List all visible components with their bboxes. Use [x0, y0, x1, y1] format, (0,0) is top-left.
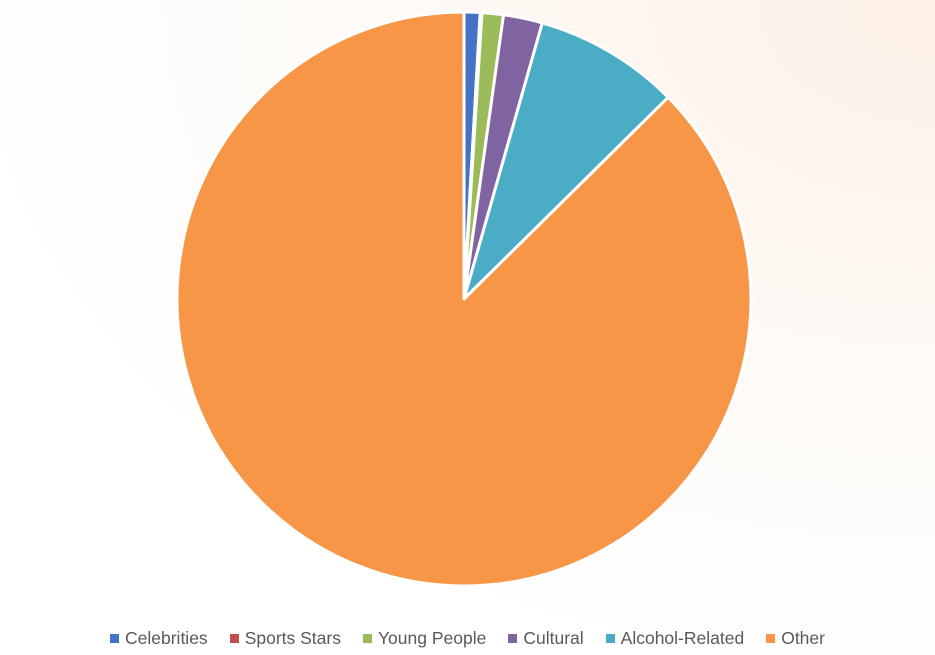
legend-swatch — [229, 633, 239, 643]
legend-swatch — [766, 633, 776, 643]
legend-swatch — [605, 633, 615, 643]
legend-label: Other — [781, 627, 825, 648]
pie-chart — [175, 10, 753, 588]
legend-swatch — [110, 633, 119, 643]
legend-item-sports-stars: Sports Stars — [229, 627, 341, 649]
legend-item-cultural: Cultural — [508, 627, 584, 649]
legend-swatch — [362, 633, 372, 643]
legend-label: Young People — [377, 627, 487, 648]
legend-label: Alcohol-Related — [620, 627, 745, 648]
chart-legend: Celebrities Sports Stars Young People Cultu… — [0, 624, 935, 652]
legend-label: Celebrities — [125, 627, 208, 648]
legend-item-other: Other — [766, 628, 825, 649]
legend-item-young-people: Young People — [362, 627, 487, 649]
pie-slice-other — [175, 10, 753, 588]
legend-label: Sports Stars — [244, 627, 341, 648]
pie-chart-svg — [175, 10, 753, 588]
legend-item-celebrities: Celebrities — [110, 628, 208, 649]
legend-item-alcohol-related: Alcohol-Related — [605, 627, 745, 649]
pie-slice-alcohol-related — [462, 21, 670, 301]
legend-swatch — [508, 633, 518, 643]
legend-label: Cultural — [523, 627, 584, 648]
